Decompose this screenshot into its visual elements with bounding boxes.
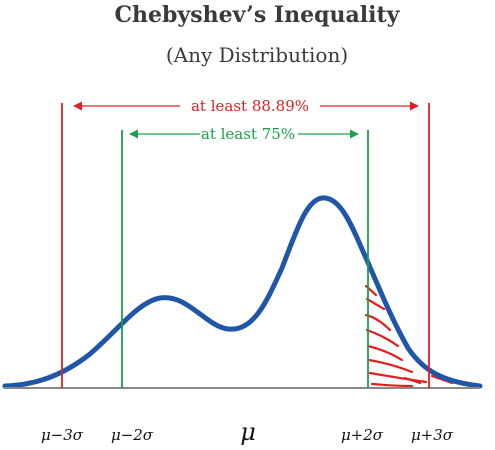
label-two-sigma: at least 75% — [201, 125, 295, 143]
tick-minus-3sigma: μ−3σ — [41, 426, 84, 444]
label-three-sigma: at least 88.89% — [191, 97, 309, 115]
tick-plus-3sigma: μ+3σ — [411, 426, 454, 444]
tick-mu: μ — [240, 418, 256, 446]
tail-hatching — [364, 284, 454, 388]
diagram-title: Chebyshev’s Inequality — [115, 2, 401, 28]
tick-plus-2sigma: μ+2σ — [341, 426, 384, 444]
tick-minus-2sigma: μ−2σ — [111, 426, 154, 444]
diagram-subtitle: (Any Distribution) — [166, 43, 348, 67]
distribution-curve — [2, 195, 483, 389]
